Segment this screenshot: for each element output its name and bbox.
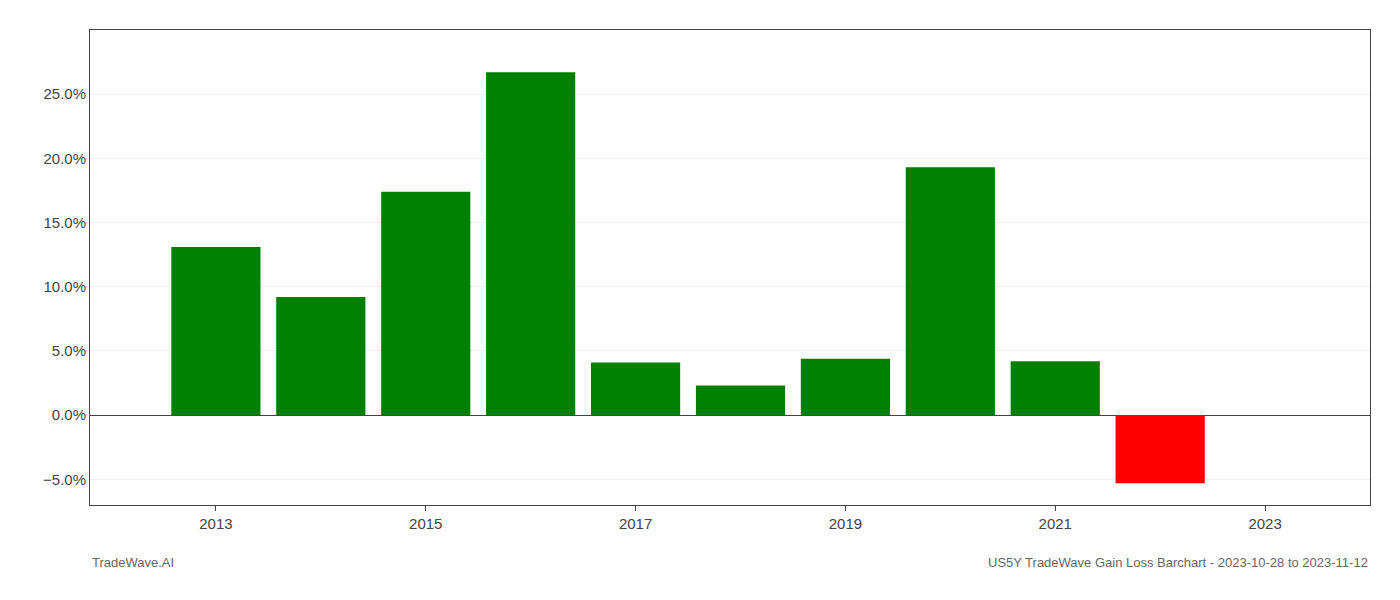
- svg-text:US5Y TradeWave Gain Loss Barch: US5Y TradeWave Gain Loss Barchart - 2023…: [988, 555, 1368, 570]
- svg-text:2017: 2017: [619, 515, 652, 532]
- svg-text:20.0%: 20.0%: [43, 150, 86, 167]
- svg-text:2013: 2013: [199, 515, 232, 532]
- svg-text:TradeWave.AI: TradeWave.AI: [92, 555, 174, 570]
- svg-text:−5.0%: −5.0%: [43, 471, 86, 488]
- svg-text:2023: 2023: [1248, 515, 1281, 532]
- svg-text:25.0%: 25.0%: [43, 85, 86, 102]
- svg-text:10.0%: 10.0%: [43, 278, 86, 295]
- svg-text:2019: 2019: [829, 515, 862, 532]
- svg-text:2015: 2015: [409, 515, 442, 532]
- svg-text:2021: 2021: [1039, 515, 1072, 532]
- svg-text:0.0%: 0.0%: [52, 406, 86, 423]
- svg-text:15.0%: 15.0%: [43, 214, 86, 231]
- svg-text:5.0%: 5.0%: [52, 342, 86, 359]
